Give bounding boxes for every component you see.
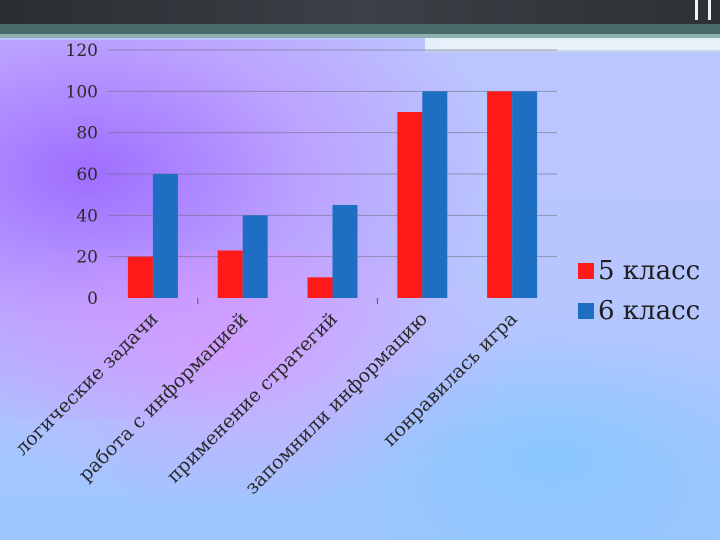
slide-header-bar xyxy=(0,0,720,24)
header-glow-line xyxy=(425,50,720,52)
slide-header-accent xyxy=(0,34,720,38)
legend-swatch xyxy=(578,263,594,279)
background-wash-blue xyxy=(300,330,720,540)
bar-6-class xyxy=(152,174,178,298)
y-tick-label: 60 xyxy=(76,165,98,185)
chart-legend: 5 класс 6 класс xyxy=(578,251,718,331)
legend-item-6-class: 6 класс xyxy=(578,291,718,331)
bar-5-class xyxy=(397,112,423,298)
y-tick-label: 0 xyxy=(87,289,98,309)
y-axis-ticks: 0 20 40 60 80 100 120 xyxy=(66,41,98,309)
legend-swatch xyxy=(578,303,594,319)
x-category-label: запомнили информацию xyxy=(241,308,432,499)
legend-label: 5 класс xyxy=(598,256,701,286)
x-axis-ticks xyxy=(197,298,378,304)
bar-6-class xyxy=(512,91,538,298)
legend-item-5-class: 5 класс xyxy=(578,251,718,291)
legend-label: 6 класс xyxy=(598,296,701,326)
chart-bars xyxy=(127,91,538,298)
bar-6-class xyxy=(332,205,358,298)
chart-gridlines xyxy=(108,49,557,258)
bar-5-class xyxy=(217,250,243,298)
header-glow-panel xyxy=(425,38,720,50)
bar-6-class xyxy=(422,91,448,298)
y-tick-label: 40 xyxy=(76,206,98,226)
y-tick-label: 20 xyxy=(76,248,98,268)
bar-5-class xyxy=(127,256,153,298)
y-tick-label: 80 xyxy=(76,124,98,144)
y-tick-label: 100 xyxy=(66,82,98,102)
slide-header-stripe xyxy=(0,24,720,34)
corner-decoration-icon xyxy=(695,0,711,20)
x-category-label: применение стратегий xyxy=(163,308,342,487)
x-category-label: логические задачи xyxy=(11,308,163,460)
bar-5-class xyxy=(487,91,513,298)
bar-5-class xyxy=(307,277,333,298)
bar-6-class xyxy=(242,215,268,298)
y-tick-label: 120 xyxy=(66,41,98,61)
x-category-label: работа с информацией xyxy=(74,308,252,486)
